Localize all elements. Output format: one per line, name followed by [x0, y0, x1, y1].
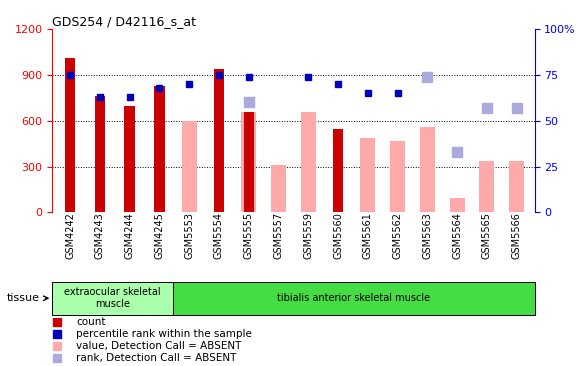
- Bar: [420, 127, 435, 212]
- Bar: [301, 112, 315, 212]
- Text: GSM5554: GSM5554: [214, 212, 224, 259]
- Text: GSM5563: GSM5563: [422, 212, 432, 259]
- Text: tibialis anterior skeletal muscle: tibialis anterior skeletal muscle: [277, 293, 431, 303]
- Text: GSM5565: GSM5565: [482, 212, 492, 259]
- Text: GSM5557: GSM5557: [274, 212, 284, 259]
- Text: percentile rank within the sample: percentile rank within the sample: [77, 329, 252, 339]
- Bar: [173, 282, 535, 315]
- Text: GSM5553: GSM5553: [184, 212, 194, 259]
- Text: tissue: tissue: [7, 293, 48, 303]
- Bar: [360, 138, 375, 212]
- Text: GSM5564: GSM5564: [452, 212, 462, 259]
- Bar: [479, 161, 494, 212]
- Bar: [243, 112, 254, 212]
- Text: GSM5559: GSM5559: [303, 212, 313, 259]
- Bar: [450, 198, 465, 212]
- Text: GSM5562: GSM5562: [393, 212, 403, 259]
- Bar: [509, 161, 524, 212]
- Text: count: count: [77, 317, 106, 327]
- Text: value, Detection Call = ABSENT: value, Detection Call = ABSENT: [77, 341, 242, 351]
- Text: GSM5555: GSM5555: [244, 212, 254, 259]
- Text: GSM4243: GSM4243: [95, 212, 105, 259]
- Text: GSM4245: GSM4245: [155, 212, 164, 259]
- Bar: [95, 96, 105, 212]
- Bar: [52, 282, 173, 315]
- Text: GSM5561: GSM5561: [363, 212, 373, 259]
- Text: GSM4242: GSM4242: [65, 212, 75, 259]
- Bar: [271, 165, 286, 212]
- Bar: [154, 86, 164, 212]
- Bar: [65, 58, 76, 212]
- Text: GSM5566: GSM5566: [512, 212, 522, 259]
- Bar: [333, 129, 343, 212]
- Text: GSM5560: GSM5560: [333, 212, 343, 259]
- Text: GSM4244: GSM4244: [125, 212, 135, 259]
- Text: extraocular skeletal
muscle: extraocular skeletal muscle: [64, 287, 161, 309]
- Bar: [214, 69, 224, 212]
- Text: rank, Detection Call = ABSENT: rank, Detection Call = ABSENT: [77, 353, 237, 363]
- Bar: [390, 141, 405, 212]
- Text: GDS254 / D42116_s_at: GDS254 / D42116_s_at: [52, 15, 196, 28]
- Bar: [182, 121, 196, 212]
- Bar: [241, 112, 256, 212]
- Bar: [124, 105, 135, 212]
